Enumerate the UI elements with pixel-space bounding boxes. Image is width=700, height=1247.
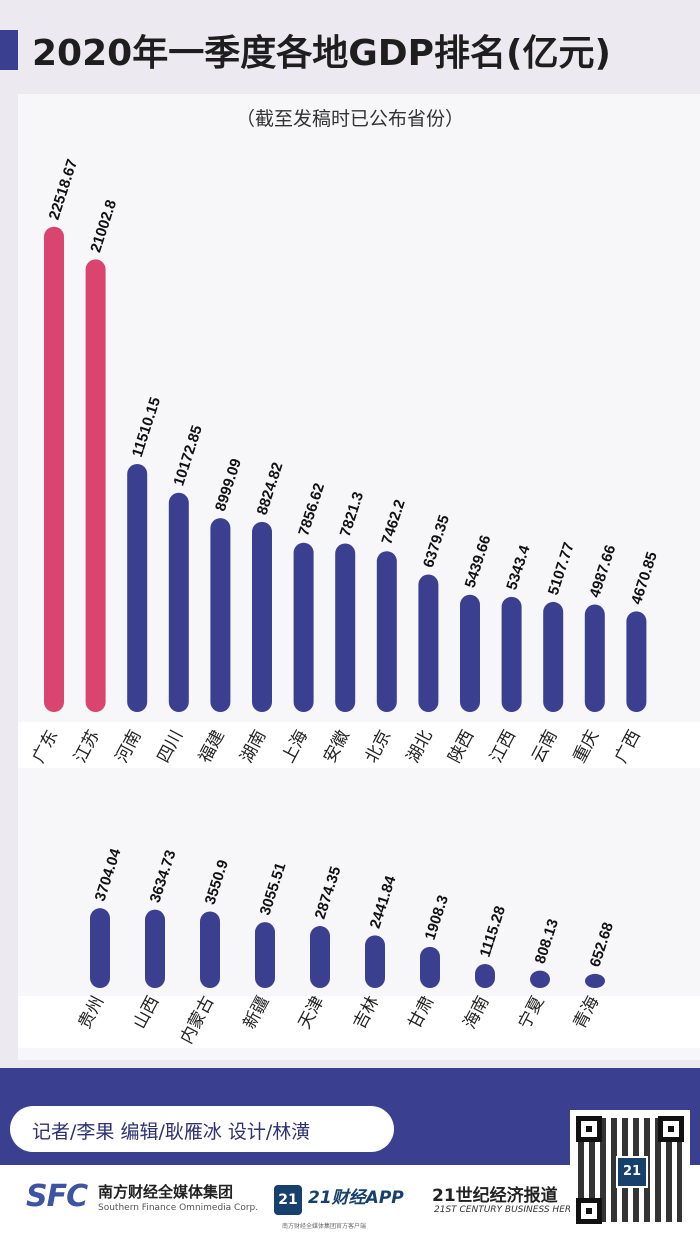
bar xyxy=(501,596,522,712)
bar xyxy=(310,926,330,988)
bar xyxy=(530,970,550,988)
bar xyxy=(543,601,564,712)
value-label: 7821.3 xyxy=(337,490,367,539)
value-label: 6379.35 xyxy=(420,513,453,570)
bar xyxy=(145,909,165,988)
bar xyxy=(585,973,605,988)
app-name: 21财经APP xyxy=(308,1188,404,1208)
bar xyxy=(475,963,495,988)
value-label: 5439.66 xyxy=(462,533,495,590)
page-title: 2020年一季度各地GDP排名(亿元) xyxy=(32,33,611,74)
bar xyxy=(584,604,605,712)
bar xyxy=(255,922,275,988)
value-label: 3055.51 xyxy=(257,861,290,918)
qr-finder-top-left xyxy=(576,1116,602,1142)
value-label: 8999.09 xyxy=(212,456,245,513)
title-accent-bar xyxy=(0,30,18,70)
value-label: 4670.85 xyxy=(628,550,661,607)
app-subtitle: 南方财经全媒体集团官方客户端 xyxy=(282,1223,367,1230)
herald-english-name: 21ST CENTURY BUSINESS HERALD xyxy=(434,1205,590,1215)
value-label: 652.68 xyxy=(587,920,617,969)
bar xyxy=(418,574,439,712)
qr-code[interactable]: 21 xyxy=(570,1110,690,1230)
bar xyxy=(460,594,480,712)
value-label: 3550.9 xyxy=(202,858,232,907)
value-label: 11510.15 xyxy=(129,395,164,459)
value-label: 2441.84 xyxy=(367,873,400,930)
category-band xyxy=(18,996,700,1048)
bar xyxy=(85,259,106,712)
bar xyxy=(365,935,385,988)
bar xyxy=(127,463,148,712)
value-label: 4987.66 xyxy=(586,543,619,600)
value-label: 21002.8 xyxy=(87,198,120,255)
credits-text: 记者/李果 编辑/耿雁冰 设计/林潢 xyxy=(32,1121,311,1143)
value-label: 7462.2 xyxy=(378,498,408,547)
value-label: 22518.67 xyxy=(46,157,82,222)
bar xyxy=(210,518,231,712)
value-label: 1908.3 xyxy=(422,893,452,942)
credits-pill: 记者/李果 编辑/耿雁冰 设计/林潢 xyxy=(10,1106,394,1152)
value-label: 3704.04 xyxy=(92,846,125,903)
sfc-name: 南方财经全媒体集团 xyxy=(98,1183,234,1201)
value-label: 5107.77 xyxy=(545,540,578,597)
bar xyxy=(168,492,189,712)
value-label: 2874.35 xyxy=(312,864,345,921)
bar xyxy=(376,551,397,712)
value-label: 10172.85 xyxy=(170,423,206,488)
bar xyxy=(293,542,314,712)
bar xyxy=(44,226,64,712)
qr-finder-bottom-left xyxy=(576,1198,602,1224)
sfc-english-name: Southern Finance Omnimedia Corp. xyxy=(98,1203,259,1213)
qr-finder-top-right xyxy=(658,1116,684,1142)
herald-logo: 21世纪经济报道 xyxy=(432,1186,558,1206)
sfc-logo: SFC xyxy=(26,1179,88,1214)
category-band xyxy=(18,722,700,768)
value-label: 3634.73 xyxy=(147,848,180,905)
value-label: 5343.4 xyxy=(503,543,534,593)
bar xyxy=(200,911,220,988)
value-label: 808.13 xyxy=(532,917,562,966)
bar xyxy=(335,543,356,712)
bar xyxy=(420,946,440,988)
qr-center-badge: 21 xyxy=(616,1156,648,1188)
bar xyxy=(252,521,272,712)
app-logo-badge: 21 xyxy=(274,1185,302,1215)
bar xyxy=(626,611,647,712)
bar xyxy=(90,908,110,988)
value-label: 7856.62 xyxy=(295,481,328,538)
value-label: 1115.28 xyxy=(477,904,509,959)
chart-subtitle: （截至发稿时已公布省份） xyxy=(235,108,464,130)
value-label: 8824.82 xyxy=(254,460,287,517)
